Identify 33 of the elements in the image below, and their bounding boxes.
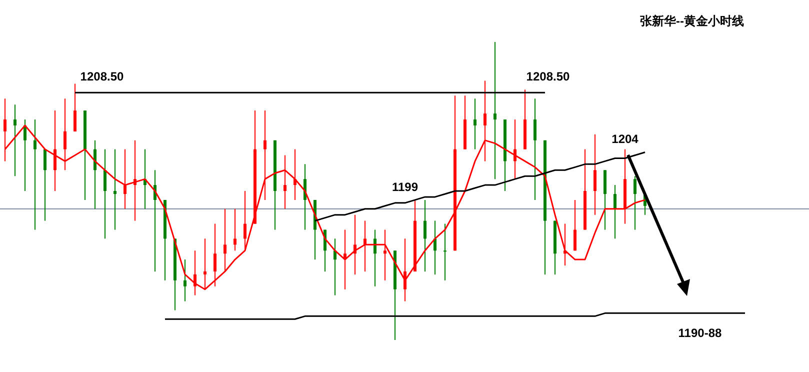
candlestick xyxy=(444,223,446,281)
annotation: 1208.50 xyxy=(80,70,124,84)
candlestick xyxy=(114,148,116,230)
candlestick xyxy=(14,104,16,177)
candlestick xyxy=(234,208,236,252)
candlestick xyxy=(534,98,536,200)
candlestick xyxy=(364,220,366,272)
chart-title: 张新华--黄金小时线 xyxy=(640,14,744,28)
candlestick xyxy=(214,223,216,287)
candlestick xyxy=(634,176,636,230)
candlestick xyxy=(594,134,596,216)
candlestick xyxy=(224,208,226,272)
candlestick xyxy=(574,199,576,252)
annotation: 1204 xyxy=(612,132,639,146)
candlestick xyxy=(74,83,76,132)
candlestick xyxy=(434,220,436,275)
candlestick xyxy=(284,154,286,210)
candlestick xyxy=(604,170,606,230)
candlestick xyxy=(44,148,46,222)
candlestick xyxy=(494,42,496,180)
candlestick xyxy=(374,229,376,287)
candlestick xyxy=(124,148,126,210)
annotation: 1208.50 xyxy=(526,70,570,84)
candlestick xyxy=(384,229,386,281)
candlestick xyxy=(104,148,106,240)
annotation: 1199 xyxy=(392,180,418,194)
candlestick xyxy=(184,259,186,302)
candlestick xyxy=(474,98,476,150)
candlestick xyxy=(424,199,426,272)
candlestick xyxy=(34,118,36,230)
candlestick xyxy=(614,184,616,240)
annotation: 1190-88 xyxy=(678,326,722,340)
candlestick xyxy=(244,190,246,252)
